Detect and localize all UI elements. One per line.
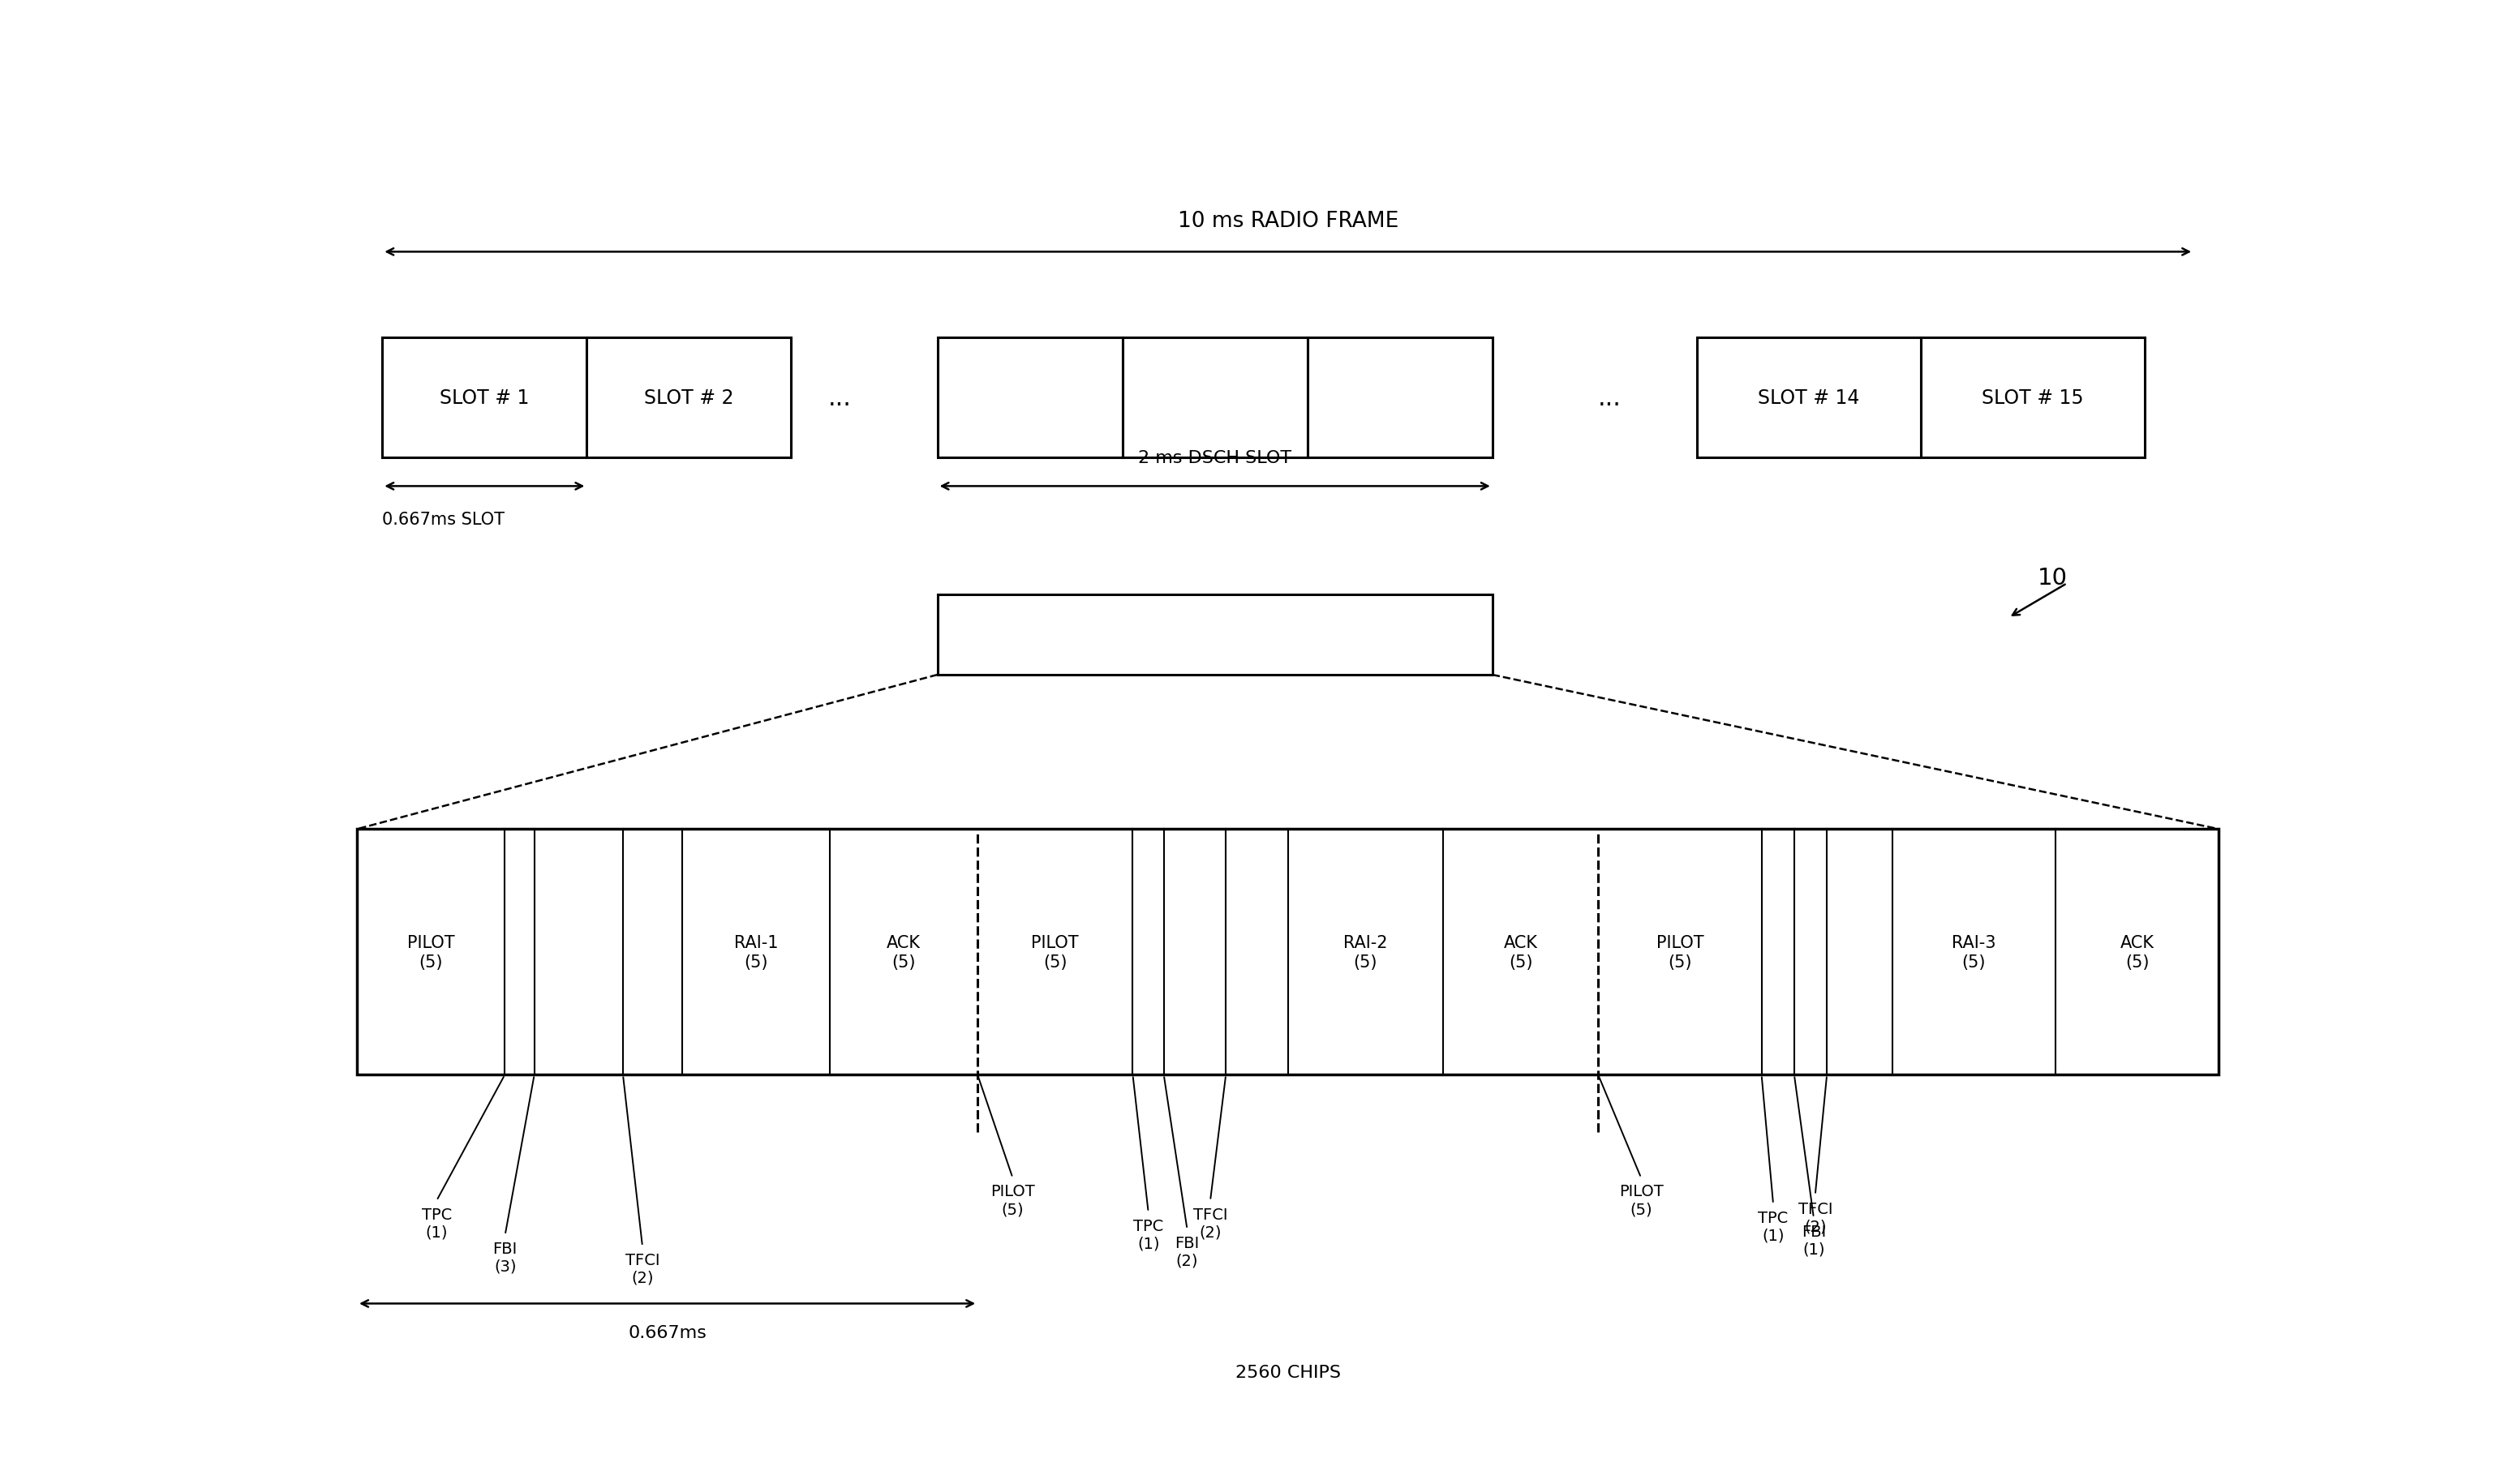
Text: 2560 CHIPS: 2560 CHIPS: [1236, 1364, 1339, 1380]
Text: ACK
(5): ACK (5): [887, 933, 920, 971]
Text: ...: ...: [1598, 386, 1621, 410]
Bar: [1307, 338, 1493, 459]
Text: TPC
(1): TPC (1): [1759, 1209, 1789, 1244]
Text: TPC
(1): TPC (1): [422, 1206, 452, 1239]
Text: 2 ms DSCH SLOT: 2 ms DSCH SLOT: [1138, 450, 1292, 466]
Bar: [1123, 338, 1307, 459]
Text: PILOT
(5): PILOT (5): [1618, 1184, 1664, 1217]
Text: ...: ...: [829, 386, 852, 410]
Text: ACK
(5): ACK (5): [1503, 933, 1538, 971]
Text: TFCI
(2): TFCI (2): [1194, 1206, 1226, 1239]
Bar: [586, 338, 792, 459]
Text: TFCI
(2): TFCI (2): [626, 1252, 661, 1285]
Bar: [1920, 338, 2144, 459]
Text: 0.667ms: 0.667ms: [628, 1324, 706, 1340]
Bar: [937, 595, 1493, 675]
Text: RAI-2
(5): RAI-2 (5): [1344, 933, 1387, 971]
Text: FBI
(1): FBI (1): [1802, 1224, 1827, 1257]
Text: RAI-1
(5): RAI-1 (5): [734, 933, 779, 971]
Text: TFCI
(2): TFCI (2): [1797, 1201, 1832, 1235]
Text: FBI
(3): FBI (3): [493, 1241, 518, 1273]
Bar: [357, 830, 2219, 1074]
Text: PILOT
(5): PILOT (5): [1656, 933, 1704, 971]
Text: 10 ms RADIO FRAME: 10 ms RADIO FRAME: [1179, 211, 1397, 232]
Text: TPC
(1): TPC (1): [1133, 1218, 1164, 1251]
Text: FBI
(2): FBI (2): [1176, 1235, 1199, 1269]
Bar: [1696, 338, 1920, 459]
Text: PILOT
(5): PILOT (5): [990, 1184, 1035, 1217]
Text: SLOT # 14: SLOT # 14: [1759, 389, 1860, 408]
Text: SLOT # 1: SLOT # 1: [440, 389, 530, 408]
Bar: [937, 338, 1123, 459]
Text: 10: 10: [2038, 567, 2068, 589]
Text: SLOT # 2: SLOT # 2: [643, 389, 734, 408]
Text: ACK
(5): ACK (5): [2121, 933, 2154, 971]
Bar: [382, 338, 586, 459]
Text: PILOT
(5): PILOT (5): [1030, 933, 1078, 971]
Text: SLOT # 15: SLOT # 15: [1983, 389, 2083, 408]
Text: PILOT
(5): PILOT (5): [407, 933, 455, 971]
Text: 0.667ms SLOT: 0.667ms SLOT: [382, 512, 505, 528]
Text: RAI-3
(5): RAI-3 (5): [1953, 933, 1995, 971]
